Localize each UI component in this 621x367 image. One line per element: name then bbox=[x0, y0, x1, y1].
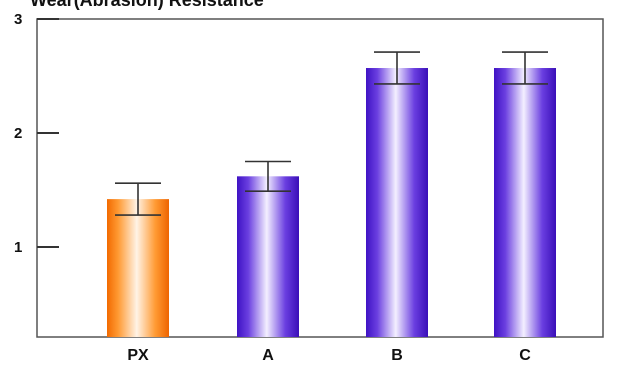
bars-group bbox=[107, 68, 556, 338]
plot-frame bbox=[36, 18, 604, 338]
bar-a bbox=[237, 176, 299, 337]
x-label-c: C bbox=[519, 347, 531, 364]
bar-px bbox=[107, 199, 169, 337]
x-label-px: PX bbox=[127, 347, 149, 364]
chart-title: Wear(Abrasion) Resistance bbox=[30, 0, 264, 10]
error-bar-c bbox=[502, 51, 548, 85]
bar-c bbox=[494, 68, 556, 338]
error-bars-group bbox=[115, 51, 548, 216]
y-axis: 1 2 3 bbox=[14, 11, 59, 256]
x-label-b: B bbox=[391, 347, 403, 364]
y-tick-label-2: 2 bbox=[14, 125, 22, 142]
bar-b bbox=[366, 68, 428, 338]
y-tick-label-3: 3 bbox=[14, 11, 22, 28]
error-bar-a bbox=[245, 160, 291, 192]
x-label-a: A bbox=[262, 347, 274, 364]
error-bar-b bbox=[374, 51, 420, 85]
y-tick-label-1: 1 bbox=[14, 239, 22, 256]
x-axis-labels: PX A B C bbox=[127, 347, 531, 364]
error-bar-px bbox=[115, 182, 161, 216]
